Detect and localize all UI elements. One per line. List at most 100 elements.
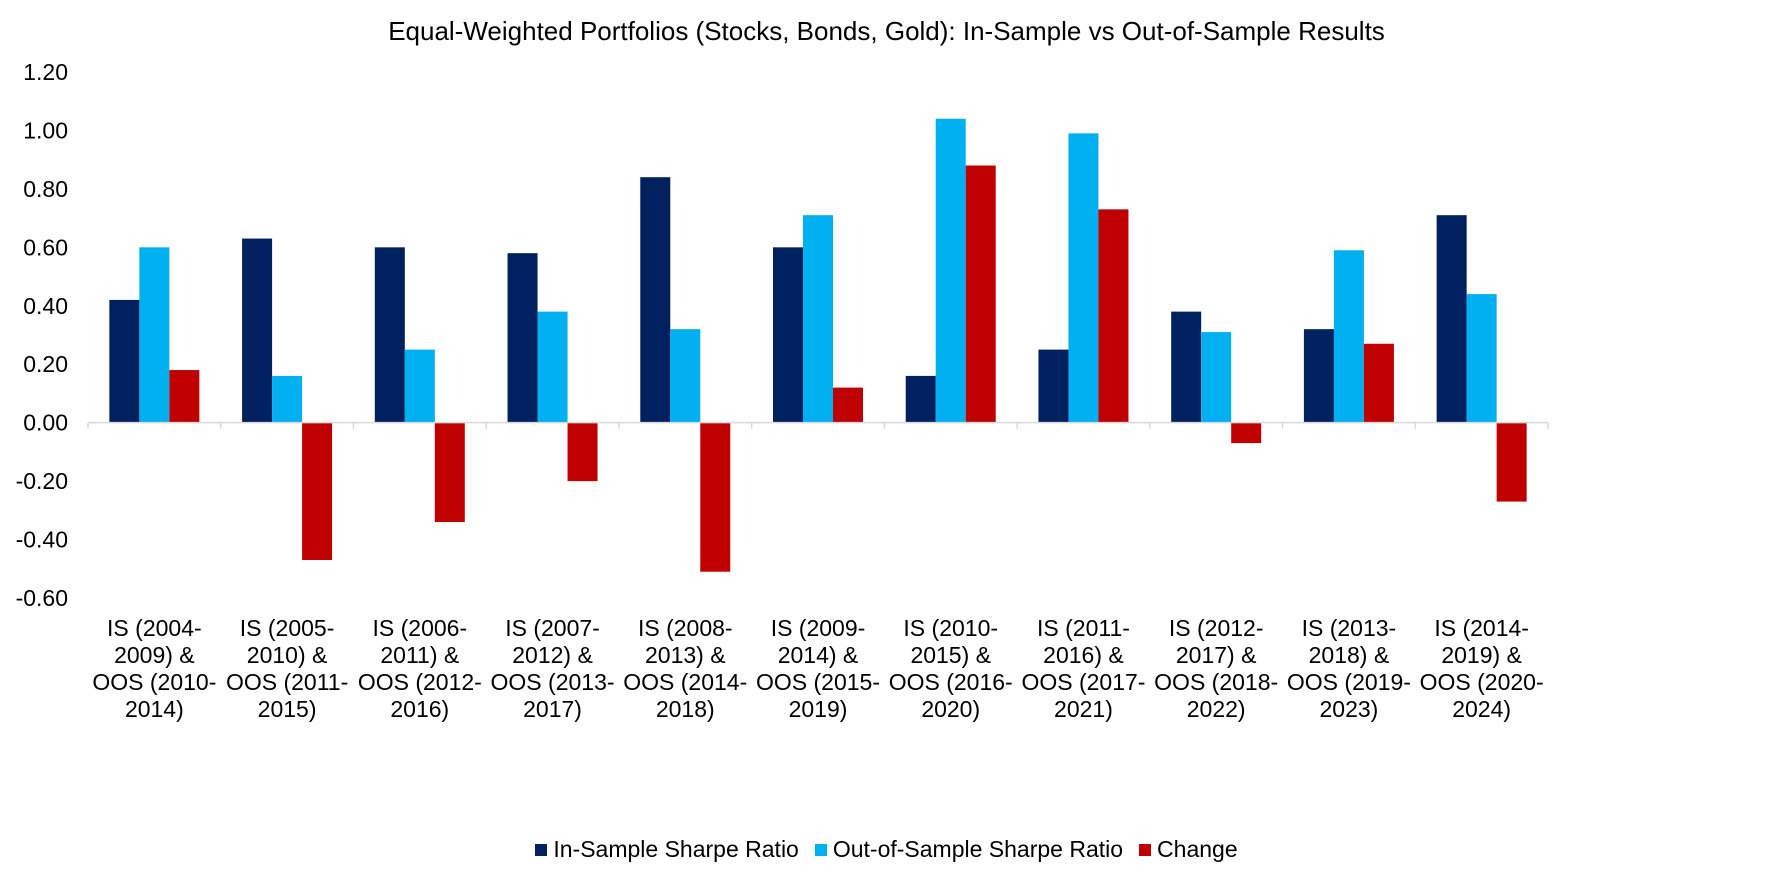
legend-swatch <box>814 843 827 856</box>
bar-change-7 <box>965 165 996 423</box>
bar-in-sample-sharpe-ratio-7 <box>905 375 936 423</box>
bar-in-sample-sharpe-ratio-9 <box>1171 311 1202 423</box>
x-category-label-line: OOS (2018- <box>1154 669 1278 695</box>
x-category-label-line: OOS (2013- <box>491 669 615 695</box>
chart-title: Equal-Weighted Portfolios (Stocks, Bonds… <box>388 16 1385 46</box>
x-category-label-line: OOS (2017- <box>1021 669 1145 695</box>
bar-out-of-sample-sharpe-ratio-4 <box>537 311 568 423</box>
bar-out-of-sample-sharpe-ratio-2 <box>272 375 303 423</box>
bar-out-of-sample-sharpe-ratio-7 <box>935 118 966 423</box>
x-category-label-line: 2013) & <box>645 642 726 668</box>
bar-out-of-sample-sharpe-ratio-10 <box>1333 250 1364 423</box>
x-category-label-line: 2022) <box>1187 696 1246 722</box>
y-tick-label: 1.00 <box>23 117 68 143</box>
legend-label: Change <box>1157 836 1238 862</box>
x-category-label-line: 2017) & <box>1176 642 1257 668</box>
x-category-label-line: OOS (2015- <box>756 669 880 695</box>
bar-out-of-sample-sharpe-ratio-8 <box>1068 133 1099 423</box>
bar-change-2 <box>302 422 333 561</box>
x-category-label-line: 2015) <box>258 696 317 722</box>
x-category-label-line: IS (2012- <box>1169 615 1264 641</box>
x-category-label-line: 2024) <box>1452 696 1511 722</box>
x-category-label: IS (2008-2013) & OOS (2014-2018) <box>623 615 747 722</box>
x-category-label: IS (2009-2014) & OOS (2015-2019) <box>756 615 880 722</box>
x-category-label-line: IS (2013- <box>1302 615 1397 641</box>
y-tick-label: -0.40 <box>16 527 68 553</box>
x-category-label-line: 2014) <box>125 696 184 722</box>
x-category-label-line: IS (2011- <box>1037 615 1130 641</box>
bar-in-sample-sharpe-ratio-1 <box>109 299 140 423</box>
bar-in-sample-sharpe-ratio-8 <box>1038 349 1069 423</box>
x-category-label: IS (2004-2009) & OOS (2010-2014) <box>92 615 216 722</box>
x-category-label: IS (2013-2018) & OOS (2019-2023) <box>1287 615 1411 722</box>
bar-change-10 <box>1363 343 1394 423</box>
x-category-label-line: OOS (2016- <box>889 669 1013 695</box>
x-category-label-line: 2021) <box>1054 696 1113 722</box>
x-category-label-line: OOS (2014- <box>623 669 747 695</box>
x-axis-tick-marks <box>87 422 1549 429</box>
bar-in-sample-sharpe-ratio-4 <box>507 253 538 423</box>
y-tick-label: 1.20 <box>23 59 68 85</box>
y-axis-ticks: 1.20 1.00 0.80 0.60 0.40 0.20 0.00 -0.20 -0.40 -0… <box>16 59 68 611</box>
x-category-label-line: 2015) & <box>910 642 991 668</box>
legend: In-Sample Sharpe Ratio Out-of-Sample Shar… <box>0 836 1773 863</box>
legend-item: Out-of-Sample Sharpe Ratio <box>814 836 1124 863</box>
x-category-label-line: IS (2005- <box>240 615 335 641</box>
x-category-label: IS (2012-2017) & OOS (2018-2022) <box>1154 615 1278 722</box>
y-tick-label: -0.60 <box>16 585 68 611</box>
x-category-label-line: 2016) <box>390 696 449 722</box>
y-tick-label: 0.60 <box>23 234 68 260</box>
y-tick-label: -0.20 <box>16 468 68 494</box>
x-category-label-line: 2016) & <box>1043 642 1124 668</box>
x-category-label-line: 2018) & <box>1309 642 1390 668</box>
x-category-label-line: 2019) <box>789 696 848 722</box>
x-category-label-line: IS (2004- <box>107 615 202 641</box>
x-category-label: IS (2011-2016) & OOS (2017-2021) <box>1021 615 1145 722</box>
bar-change-8 <box>1098 209 1129 423</box>
bar-in-sample-sharpe-ratio-10 <box>1303 329 1334 423</box>
bar-change-6 <box>833 387 863 423</box>
y-tick-label: 0.00 <box>23 410 68 436</box>
bar-change-4 <box>567 422 598 482</box>
bar-in-sample-sharpe-ratio-3 <box>374 247 405 423</box>
x-category-label-line: 2014) & <box>778 642 859 668</box>
x-category-label-line: IS (2010- <box>903 615 998 641</box>
legend-item: In-Sample Sharpe Ratio <box>535 836 799 863</box>
bar-in-sample-sharpe-ratio-6 <box>773 247 803 423</box>
y-tick-label: 0.20 <box>23 351 68 377</box>
x-category-label-line: 2011) & <box>380 642 459 668</box>
bar-in-sample-sharpe-ratio-5 <box>640 177 671 423</box>
x-category-label-line: IS (2008- <box>638 615 733 641</box>
x-category-label: IS (2010-2015) & OOS (2016-2020) <box>889 615 1013 722</box>
x-category-label-line: 2018) <box>656 696 715 722</box>
bars-group <box>109 118 1527 572</box>
x-category-label-line: OOS (2019- <box>1287 669 1411 695</box>
x-category-label-line: IS (2007- <box>505 615 600 641</box>
legend-swatch <box>535 843 548 856</box>
x-category-label-line: OOS (2020- <box>1420 669 1544 695</box>
bar-out-of-sample-sharpe-ratio-11 <box>1466 294 1497 423</box>
bar-in-sample-sharpe-ratio-2 <box>242 238 273 423</box>
y-tick-label: 0.40 <box>23 293 68 319</box>
y-tick-label: 0.80 <box>23 176 68 202</box>
x-category-label: IS (2006-2011) & OOS (2012-2016) <box>358 615 482 722</box>
x-category-label-line: 2023) <box>1319 696 1378 722</box>
x-axis-labels: IS (2004-2009) & OOS (2010-2014)IS (2005-… <box>92 615 1543 722</box>
bar-change-11 <box>1496 422 1527 502</box>
x-category-label-line: 2019) & <box>1441 642 1522 668</box>
legend-label: Out-of-Sample Sharpe Ratio <box>832 836 1124 862</box>
x-category-label-line: OOS (2010- <box>92 669 216 695</box>
x-category-label: IS (2005-2010) & OOS (2011-2015) <box>226 615 348 722</box>
x-category-label-line: 2009) & <box>114 642 195 668</box>
x-category-label-line: IS (2009- <box>771 615 866 641</box>
bar-change-5 <box>700 422 731 572</box>
x-category-label-line: 2010) & <box>247 642 328 668</box>
x-category-label-line: IS (2006- <box>373 615 468 641</box>
bar-out-of-sample-sharpe-ratio-3 <box>404 349 435 423</box>
x-category-label-line: 2017) <box>523 696 582 722</box>
bar-change-3 <box>434 422 465 523</box>
x-category-label-line: 2020) <box>921 696 980 722</box>
x-category-label-line: 2012) & <box>512 642 593 668</box>
x-category-label-line: OOS (2011- <box>226 669 348 695</box>
